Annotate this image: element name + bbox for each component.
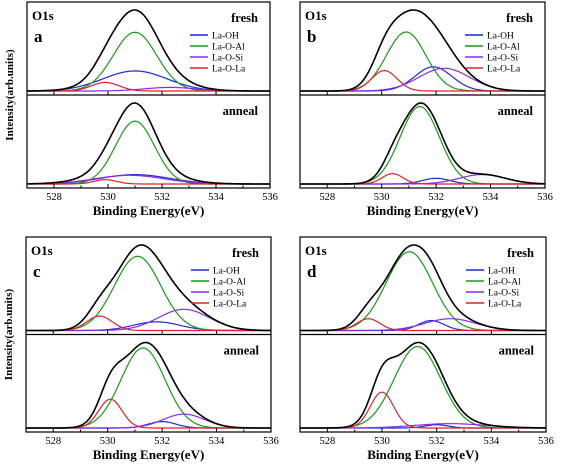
- series-line-la-o-si: [26, 413, 271, 429]
- legend-label: La-O-Al: [212, 43, 245, 53]
- series-line-la-o-si: [300, 318, 546, 332]
- panel-b: fresh anneal O1s b La-OHLa-O-AlLa-O-SiLa-O-L…: [299, 1, 553, 218]
- x-tick-label: 530: [100, 192, 116, 203]
- legend-label: La-O-La: [487, 65, 521, 75]
- panel-d: fresh anneal O1s d La-OHLa-O-AlLa-O-SiLa-O-L…: [299, 236, 554, 462]
- subplot-anneal: anneal: [26, 341, 271, 429]
- x-axis-title: Binding Energy(eV): [367, 447, 479, 462]
- series-line-la-o-al: [300, 345, 546, 429]
- y-axis-title: Intensity(arb.units): [4, 49, 16, 141]
- legend-label: La-OH: [487, 32, 514, 42]
- panel-letter: a: [34, 27, 43, 46]
- legend-label: La-OH: [212, 32, 239, 42]
- subplot-anneal: anneal: [27, 102, 270, 185]
- envelope-line: [26, 341, 271, 429]
- condition-label-fresh: fresh: [232, 246, 259, 260]
- series-line-la-o-al: [27, 120, 270, 185]
- condition-label-anneal: anneal: [224, 344, 260, 358]
- envelope-line: [27, 9, 270, 92]
- legend-label: La-O-Si: [212, 54, 243, 64]
- x-tick-label: 528: [319, 436, 335, 447]
- legend-label: La-OH: [213, 267, 240, 277]
- legend-label: La-O-La: [488, 300, 522, 310]
- x-tick-label: 532: [154, 436, 170, 447]
- subplot-fresh: fresh: [300, 244, 546, 332]
- envelope-line: [300, 244, 546, 332]
- x-tick-label: 534: [483, 436, 500, 447]
- envelope-line: [300, 102, 546, 185]
- subplot-fresh: fresh: [26, 244, 271, 332]
- region-label: O1s: [305, 243, 327, 258]
- legend-label: La-O-Si: [488, 289, 519, 299]
- legend-label: La-O-Al: [487, 43, 520, 53]
- x-tick-label: 532: [429, 436, 445, 447]
- x-tick-label: 534: [208, 192, 225, 203]
- x-tick-label: 530: [100, 436, 116, 447]
- series-line-la-o-si: [27, 174, 270, 185]
- region-label: O1s: [305, 8, 327, 23]
- condition-label-anneal: anneal: [498, 104, 534, 118]
- panel-letter: b: [307, 27, 316, 46]
- x-tick-label: 534: [209, 436, 226, 447]
- x-tick-label: 536: [537, 192, 553, 203]
- x-axis-title: Binding Energy(eV): [93, 447, 205, 462]
- x-axis-title: Binding Energy(eV): [367, 203, 479, 218]
- legend-label: La-O-Si: [213, 289, 244, 299]
- legend-label: La-O-Si: [487, 54, 518, 64]
- condition-label-anneal: anneal: [223, 104, 259, 118]
- subplot-fresh: fresh: [300, 9, 545, 92]
- x-tick-label: 536: [263, 436, 279, 447]
- legend-label: La-OH: [488, 267, 515, 277]
- x-tick-label: 528: [319, 192, 335, 203]
- x-tick-label: 532: [154, 192, 170, 203]
- envelope-line: [26, 244, 271, 332]
- region-label: O1s: [32, 8, 54, 23]
- envelope-line: [300, 9, 545, 92]
- x-tick-label: 530: [374, 192, 390, 203]
- envelope-line: [27, 102, 270, 185]
- x-tick-label: 528: [45, 436, 61, 447]
- x-tick-label: 532: [428, 192, 444, 203]
- y-axis-title: Intensity(arb.units): [3, 288, 15, 380]
- panel-a: fresh anneal O1s a La-OHLa-O-AlLa-O-SiLa-O-L…: [4, 1, 278, 218]
- series-line-la-o-al: [300, 105, 545, 185]
- x-tick-label: 536: [538, 436, 554, 447]
- panel-letter: d: [307, 262, 317, 281]
- subplot-anneal: anneal: [300, 341, 546, 429]
- x-tick-label: 530: [374, 436, 390, 447]
- series-line-la-o-la: [300, 318, 546, 332]
- condition-label-fresh: fresh: [231, 11, 258, 25]
- panel-c: fresh anneal O1s c La-OHLa-O-AlLa-O-SiLa-O-L…: [3, 236, 279, 462]
- legend-label: La-O-Al: [213, 278, 246, 288]
- panel-letter: c: [33, 262, 41, 281]
- subplot-fresh: fresh: [27, 9, 270, 92]
- legend-label: La-O-La: [213, 300, 247, 310]
- x-tick-label: 534: [483, 192, 500, 203]
- condition-label-anneal: anneal: [499, 344, 535, 358]
- x-tick-label: 536: [262, 192, 278, 203]
- x-axis-title: Binding Energy(eV): [93, 203, 205, 218]
- condition-label-fresh: fresh: [507, 246, 534, 260]
- subplot-anneal: anneal: [300, 102, 546, 185]
- legend-label: La-O-La: [212, 65, 246, 75]
- legend-label: La-O-Al: [488, 278, 521, 288]
- envelope-line: [300, 341, 546, 429]
- condition-label-fresh: fresh: [506, 11, 533, 25]
- region-label: O1s: [31, 243, 53, 258]
- series-line-la-o-al: [26, 347, 271, 429]
- series-line-la-o-la: [300, 391, 546, 429]
- x-tick-label: 528: [46, 192, 62, 203]
